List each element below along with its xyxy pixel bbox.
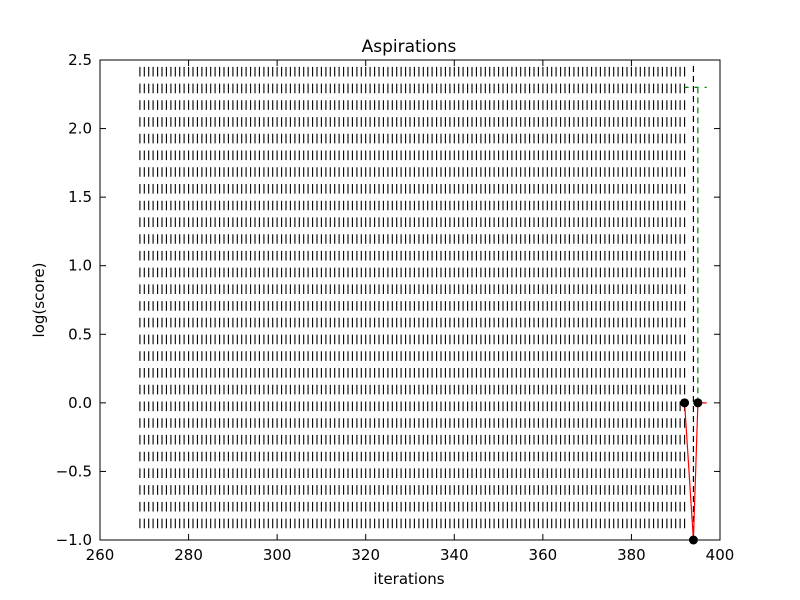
bar-row <box>139 501 686 512</box>
score-line <box>684 402 707 541</box>
bar-row <box>139 301 686 311</box>
y-tick-label: −0.5 <box>56 462 92 480</box>
x-tick-label: 320 <box>351 546 380 564</box>
bar-row <box>139 184 686 194</box>
dashed-lines <box>684 66 707 540</box>
bar-row <box>139 401 686 412</box>
bar-row <box>139 117 686 127</box>
bar-row <box>139 200 686 211</box>
bar-row <box>139 150 686 161</box>
bar-row <box>139 267 686 278</box>
bar-row <box>139 485 686 495</box>
bar-row <box>139 167 686 177</box>
bar-row <box>139 468 686 478</box>
bar-row <box>139 250 686 261</box>
x-tick-label: 360 <box>529 546 558 564</box>
bar-row <box>139 83 686 94</box>
bar-field <box>139 66 686 529</box>
x-tick-label: 300 <box>263 546 292 564</box>
bar-row <box>139 351 686 361</box>
bar-row <box>139 317 686 328</box>
x-tick-label: 340 <box>440 546 469 564</box>
chart-title: Aspirations <box>362 37 457 57</box>
y-tick-label: 1.0 <box>68 257 92 275</box>
y-tick-label: 2.0 <box>68 120 92 138</box>
bar-row <box>139 234 686 244</box>
x-axis-label: iterations <box>373 570 444 588</box>
bar-row <box>139 384 686 395</box>
score-series <box>684 402 707 541</box>
y-tick-label: 1.5 <box>68 188 92 206</box>
y-tick-label: 2.5 <box>68 51 92 69</box>
bar-row <box>139 451 686 462</box>
bar-row <box>139 133 686 144</box>
bar-row <box>139 518 686 529</box>
score-marker <box>680 398 690 408</box>
x-tick-label: 280 <box>174 546 203 564</box>
bar-row <box>139 434 686 445</box>
bar-row <box>139 100 686 110</box>
y-tick-label: 0.5 <box>68 325 92 343</box>
bar-row <box>139 334 686 345</box>
y-axis-label: log(score) <box>30 263 48 338</box>
plot-frame <box>99 59 721 541</box>
y-tick-label: −1.0 <box>56 531 92 549</box>
markers <box>680 398 703 545</box>
bar-row <box>139 66 686 77</box>
bar-row <box>139 368 686 378</box>
bar-row <box>139 418 686 428</box>
x-tick-label: 400 <box>706 546 735 564</box>
x-tick-label: 380 <box>617 546 646 564</box>
bar-row <box>139 284 686 294</box>
x-ticks: 260 280 300 320 340 360 380 400 <box>86 60 735 564</box>
y-ticks: −1.0 −0.5 0.0 0.5 1.0 1.5 2.0 2.5 <box>56 51 720 549</box>
x-tick-label: 260 <box>86 546 115 564</box>
score-marker <box>693 398 703 408</box>
y-tick-label: 0.0 <box>68 394 92 412</box>
bar-row <box>139 217 686 227</box>
